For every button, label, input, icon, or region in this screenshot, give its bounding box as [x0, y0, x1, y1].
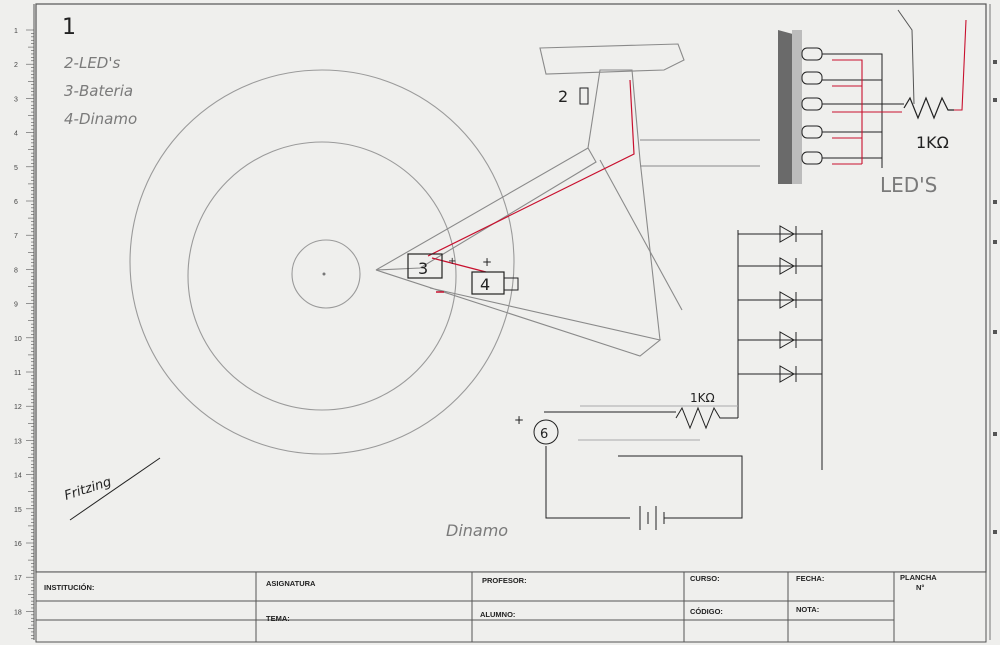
ruler-number: 13 — [14, 438, 22, 445]
title-codigo: CÓDIGO: — [690, 607, 723, 616]
bicycle-frame — [375, 43, 760, 357]
ruler-number: 16 — [14, 541, 22, 548]
dinamo-label: Dinamo — [446, 521, 508, 540]
title-institucion: INSTITUCIÓN: — [44, 583, 94, 592]
ruler-number: 10 — [14, 336, 22, 343]
bicycle-wheel — [129, 69, 515, 455]
resistor-mid-symbol — [675, 406, 738, 430]
ruler-number: 5 — [14, 165, 18, 172]
legend-item-dinamo: 4-Dinamo — [64, 110, 137, 128]
label-3: 3 — [418, 259, 428, 278]
legend-item-bateria: 3-Bateria — [64, 82, 133, 100]
resistor-top-label: 1KΩ — [916, 133, 949, 152]
diode-array — [737, 225, 823, 470]
title-plancha: PLANCHA — [900, 573, 937, 582]
resistor-mid-label: 1KΩ — [690, 391, 715, 405]
pencil-faint-lines — [578, 405, 738, 441]
label-2: 2 — [558, 87, 568, 106]
title-block: INSTITUCIÓN: ASIGNATURA PROFESOR: CURSO:… — [35, 571, 987, 643]
ruler-number: 8 — [14, 267, 18, 274]
label-4: 4 — [480, 275, 490, 294]
ruler-number: 12 — [14, 404, 22, 411]
led-panel — [778, 9, 967, 184]
signature-underline — [69, 457, 161, 521]
ruler-number: 3 — [14, 96, 18, 103]
title-asignatura: ASIGNATURA — [266, 579, 316, 588]
title-profesor: PROFESOR: — [482, 576, 527, 585]
led-panel-label: LED'S — [880, 173, 937, 197]
ruler-number: 9 — [14, 302, 18, 309]
red-wire — [427, 79, 635, 273]
title-fecha: FECHA: — [796, 574, 824, 583]
wheel-hub-dot — [322, 272, 326, 276]
bottom-circuit — [533, 406, 743, 530]
title-alumno: ALUMNO: — [480, 610, 515, 619]
label-6: 6 — [540, 427, 548, 442]
battery-component: 3 — [407, 253, 443, 279]
ruler-number: 17 — [14, 575, 22, 582]
ruler-number: 4 — [14, 131, 18, 138]
ruler-number: 18 — [14, 609, 22, 616]
title-tema: TEMA: — [266, 614, 290, 623]
ruler-number: 7 — [14, 233, 18, 240]
title-nota: NOTA: — [796, 605, 819, 614]
legend-item-leds: 2-LED's — [64, 54, 120, 72]
legend-number: 1 — [62, 15, 76, 40]
title-curso: CURSO: — [690, 574, 720, 583]
dynamo-component: 4 — [471, 271, 519, 295]
plus-sign-red-2: + — [482, 255, 492, 269]
ruler-number: 11 — [14, 370, 21, 377]
right-ruler — [989, 4, 997, 640]
title-plancha-no: N° — [916, 583, 924, 592]
ruler-number: 6 — [14, 199, 18, 206]
resistor-top-symbol — [903, 96, 954, 120]
ruler-number: 2 — [14, 62, 18, 69]
plus-sign: + — [514, 413, 524, 427]
ruler-number: 15 — [14, 507, 22, 514]
ruler-number: 1 — [14, 28, 18, 35]
led-handlebar-icon — [579, 87, 589, 105]
plus-sign-red: + — [448, 256, 456, 267]
ruler-number: 14 — [14, 473, 22, 480]
